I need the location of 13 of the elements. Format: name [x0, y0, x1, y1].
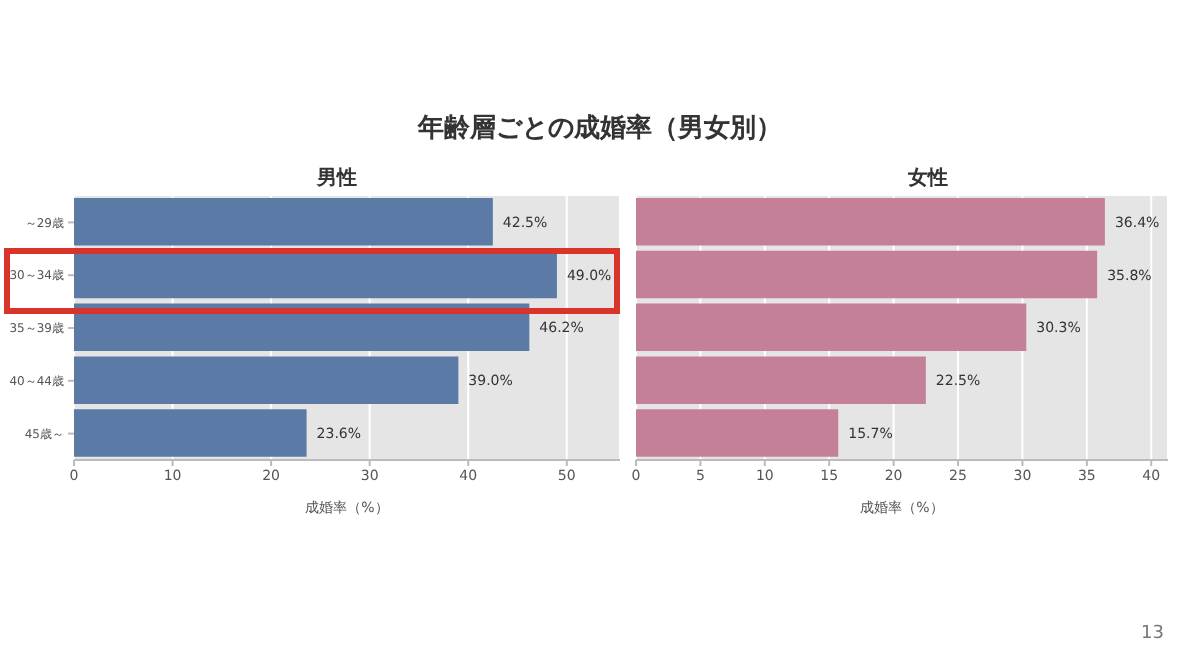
bar: [74, 409, 307, 457]
bar: [636, 250, 1098, 299]
text: 13: [1141, 624, 1164, 644]
bar: [636, 409, 839, 457]
bar: [636, 303, 1027, 352]
chart-title: 女性: [906, 165, 950, 194]
bar: [74, 356, 459, 404]
bar: [636, 198, 1105, 246]
bar: [636, 356, 926, 404]
bar: [74, 250, 557, 299]
text: 年齢層ごとの成婚率（男女別）: [415, 111, 784, 146]
chart-title: 男性: [314, 165, 359, 194]
bar: [74, 198, 493, 246]
